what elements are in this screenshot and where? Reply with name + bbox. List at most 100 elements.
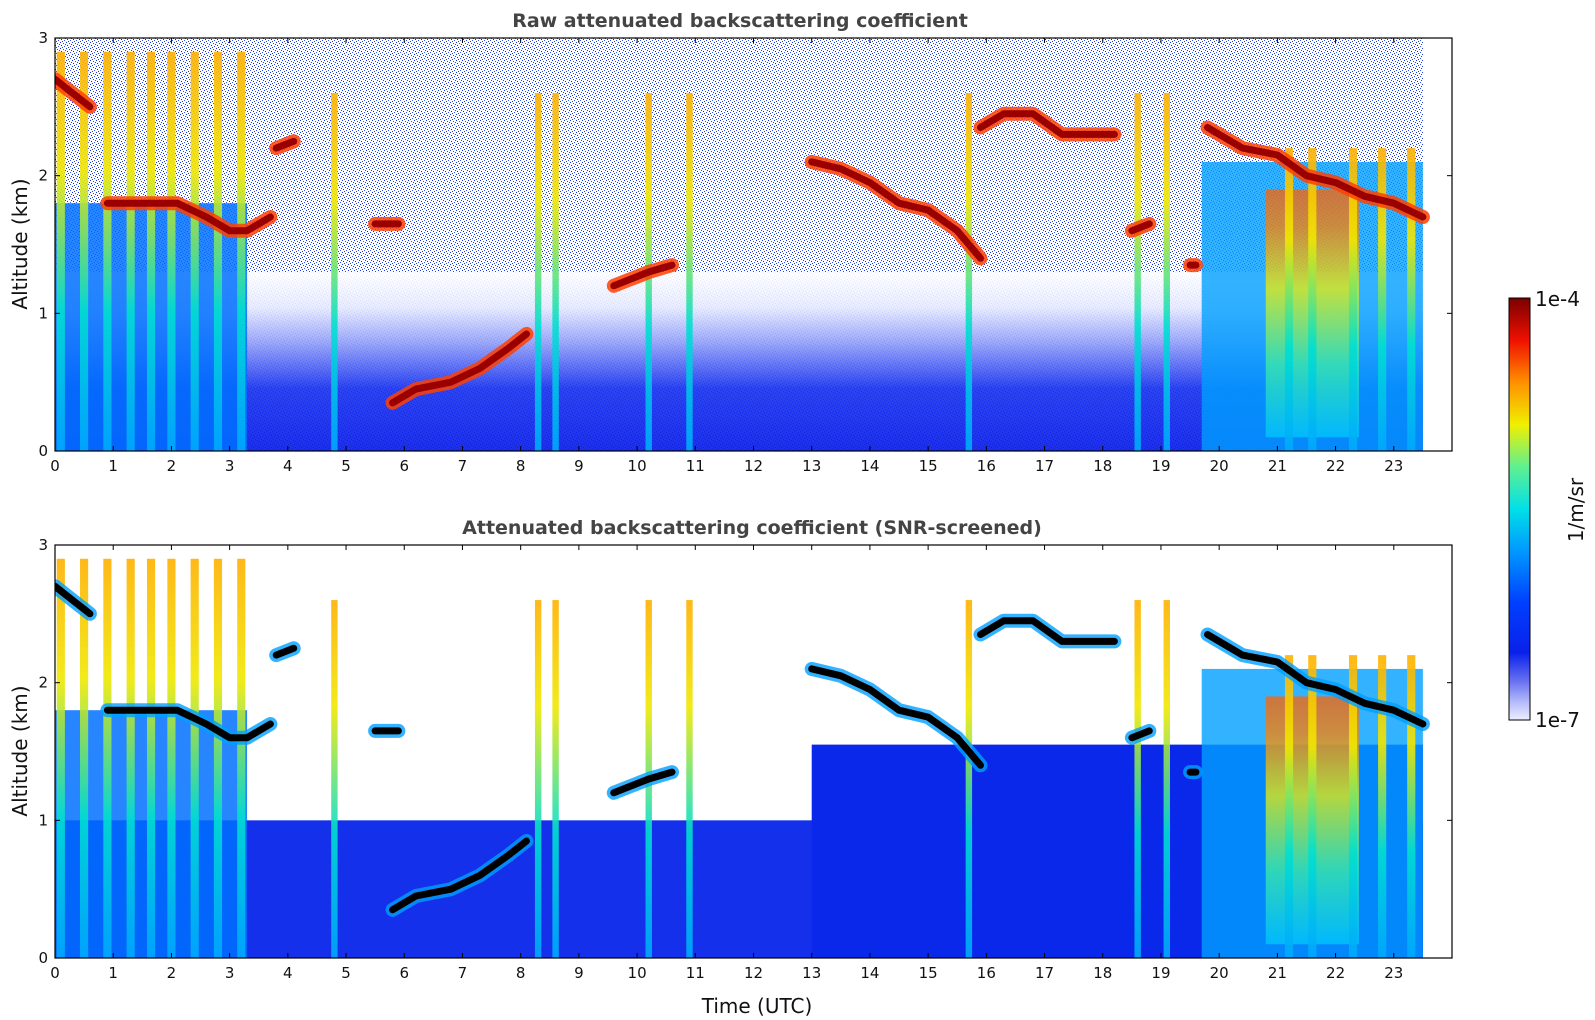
x-tick-label: 0: [50, 964, 60, 982]
precip-column: [1163, 93, 1170, 451]
precip-column: [80, 558, 89, 958]
x-tick-label: 15: [919, 964, 938, 982]
cloud-base-core: [977, 617, 1118, 645]
cloud-base-core: [610, 768, 676, 797]
x-tick-label: 18: [1093, 964, 1112, 982]
cloud-base-core: [1204, 631, 1427, 728]
precip-column: [167, 51, 176, 451]
x-tick-label: 3: [225, 457, 235, 475]
x-tick-label: 3: [225, 964, 235, 982]
precip-column: [190, 51, 199, 451]
precip-column: [1378, 148, 1387, 451]
precip-column: [1348, 655, 1358, 958]
panel-screened-ylabel: Altitude (km): [8, 685, 32, 816]
x-tick-label: 6: [399, 964, 409, 982]
colorbar: 1e-4 1e-7 1/m/sr: [1508, 287, 1588, 732]
precip-column: [1284, 655, 1294, 958]
precip-column: [534, 93, 542, 451]
panel-raw-field: [55, 38, 1423, 451]
x-tick-label: 14: [860, 457, 879, 475]
precip-column: [1308, 655, 1317, 958]
precip-column: [213, 558, 223, 958]
panel-screened: Attenuated backscattering coefficient (S…: [8, 517, 1453, 1018]
precip-column: [552, 93, 559, 451]
cloud-base-core: [55, 582, 94, 618]
precip-column: [213, 51, 223, 451]
x-tick-label: 10: [628, 964, 647, 982]
precip-column: [103, 51, 112, 451]
precip-column: [552, 600, 559, 958]
precip-column: [1284, 148, 1294, 451]
x-tick-label: 8: [516, 964, 526, 982]
precip-column: [56, 51, 65, 451]
precip-column: [331, 93, 338, 451]
cloud-base-core: [389, 837, 530, 914]
precip-column: [1308, 148, 1317, 451]
precip-column: [534, 600, 542, 958]
x-tick-label: 4: [283, 964, 293, 982]
cloud-base-core: [977, 110, 1118, 138]
x-tick-label: 21: [1268, 964, 1287, 982]
y-tick-label: 3: [38, 29, 48, 47]
panel-screened-field: [55, 545, 1423, 958]
y-tick-label: 2: [38, 167, 48, 185]
precip-column: [1348, 148, 1358, 451]
precip-column: [1407, 148, 1416, 451]
cloud-base-core: [103, 706, 274, 742]
x-tick-label: 17: [1035, 457, 1054, 475]
precip-column: [1407, 655, 1416, 958]
precip-column: [1134, 600, 1141, 958]
x-tick-label: 9: [574, 457, 584, 475]
x-tick-label: 1: [108, 964, 118, 982]
precip-column: [103, 558, 112, 958]
colorbar-max-label: 1e-4: [1535, 287, 1580, 311]
x-tick-label: 22: [1326, 964, 1345, 982]
x-tick-label: 12: [744, 964, 763, 982]
precip-column: [1163, 600, 1170, 958]
cloud-base-core: [610, 261, 676, 290]
x-tick-label: 2: [167, 457, 177, 475]
precip-column: [237, 558, 246, 958]
panel-screened-cloud-layers: [55, 579, 1430, 917]
panel-screened-title: Attenuated backscattering coefficient (S…: [462, 517, 1042, 539]
precip-column: [1378, 655, 1387, 958]
y-tick-label: 3: [38, 536, 48, 554]
cloud-base-core: [103, 199, 274, 235]
y-tick-label: 2: [38, 674, 48, 692]
x-tick-label: 1: [108, 457, 118, 475]
x-tick-label: 20: [1210, 964, 1229, 982]
x-tick-label: 11: [686, 964, 705, 982]
precip-column: [965, 93, 973, 451]
panel-raw-y-axis: 0 1 2 3: [38, 29, 1452, 460]
cloud-base-core: [1128, 727, 1153, 742]
x-tick-label: 19: [1151, 457, 1170, 475]
precip-column: [80, 51, 89, 451]
precip-column: [686, 93, 693, 451]
x-tick-label: 10: [628, 457, 647, 475]
precip-column: [686, 600, 693, 958]
cloud-base-core: [808, 158, 984, 262]
y-tick-label: 0: [38, 442, 48, 460]
cloud-base-core: [389, 330, 530, 407]
colorbar-ramp: [1508, 297, 1531, 721]
x-tick-label: 16: [977, 457, 996, 475]
cloud-base-core: [1128, 220, 1153, 235]
x-tick-label: 17: [1035, 964, 1054, 982]
x-tick-label: 23: [1384, 457, 1403, 475]
precip-column: [167, 558, 176, 958]
x-tick-label: 5: [341, 964, 351, 982]
precip-column: [237, 51, 246, 451]
precip-column: [190, 558, 199, 958]
x-tick-label: 23: [1384, 964, 1403, 982]
cloud-base-core: [55, 75, 94, 111]
x-tick-label: 18: [1093, 457, 1112, 475]
precip-column: [56, 558, 65, 958]
precip-column: [126, 558, 135, 958]
x-tick-label: 4: [283, 457, 293, 475]
colorbar-min-label: 1e-7: [1535, 708, 1580, 732]
x-tick-label: 5: [341, 457, 351, 475]
x-tick-label: 12: [744, 457, 763, 475]
x-tick-label: 14: [860, 964, 879, 982]
panel-screened-xlabel: Time (UTC): [701, 994, 813, 1018]
boundary-layer: [55, 272, 1423, 451]
